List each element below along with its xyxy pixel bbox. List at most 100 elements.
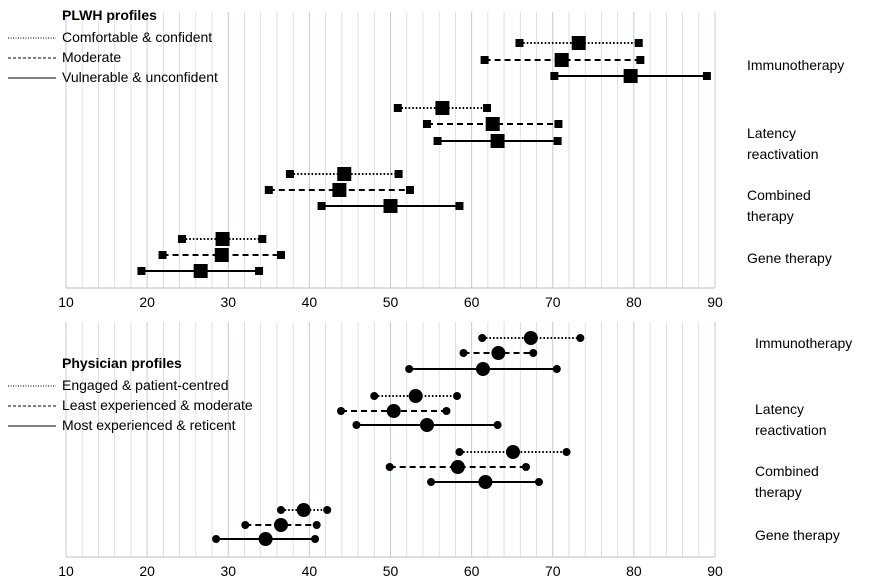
legend-label: Comfortable & confident <box>62 29 212 45</box>
category-label: Latency <box>747 125 796 141</box>
ci-endpoint-marker <box>636 56 645 64</box>
ci-endpoint-marker <box>405 365 414 373</box>
ci-endpoint-marker <box>562 448 571 456</box>
ci-endpoint-marker <box>158 251 167 259</box>
point-estimate-marker <box>273 518 288 532</box>
point-estimate-marker <box>296 503 311 517</box>
ci-endpoint-marker <box>423 120 432 128</box>
ci-endpoint-marker <box>634 39 643 47</box>
legend-label: Engaged & patient-centred <box>62 377 229 393</box>
ci-endpoint-marker <box>515 39 524 47</box>
point-estimate-marker <box>571 36 586 50</box>
x-tick-label: 10 <box>58 294 74 310</box>
ci-endpoint-marker <box>241 521 250 529</box>
ci-endpoint-marker <box>212 535 221 543</box>
point-estimate-marker <box>215 232 230 246</box>
ci-endpoint-marker <box>459 349 468 357</box>
ci-endpoint-marker <box>258 235 267 243</box>
ci-endpoint-marker <box>312 521 321 529</box>
ci-endpoint-marker <box>323 506 332 514</box>
ci-endpoint-marker <box>529 349 538 357</box>
ci-endpoint-marker <box>455 202 464 210</box>
ci-endpoint-marker <box>453 392 462 400</box>
legend-label: Moderate <box>62 49 121 65</box>
x-tick-label: 60 <box>464 563 480 578</box>
category-label: therapy <box>755 484 802 500</box>
x-tick-label: 70 <box>545 563 561 578</box>
ci-endpoint-marker <box>264 186 273 194</box>
point-estimate-marker <box>523 331 538 345</box>
x-tick-label: 90 <box>707 563 723 578</box>
ci-endpoint-marker <box>493 421 502 429</box>
ci-endpoint-marker <box>576 334 585 342</box>
ci-endpoint-marker <box>352 421 361 429</box>
x-tick-label: 80 <box>626 294 642 310</box>
ci-endpoint-marker <box>370 392 379 400</box>
legend-label: Least experienced & moderate <box>62 397 253 413</box>
x-tick-label: 80 <box>626 563 642 578</box>
category-label: Combined <box>747 187 811 203</box>
point-estimate-marker <box>485 117 500 131</box>
x-tick-label: 30 <box>220 294 236 310</box>
category-label: therapy <box>747 208 794 224</box>
point-estimate-marker <box>491 346 506 360</box>
ci-endpoint-marker <box>552 365 561 373</box>
point-estimate-marker <box>420 418 435 432</box>
x-tick-label: 30 <box>220 563 236 578</box>
ci-endpoint-marker <box>394 170 403 178</box>
ci-endpoint-marker <box>317 202 326 210</box>
ci-endpoint-marker <box>478 334 487 342</box>
category-label: Gene therapy <box>755 527 840 543</box>
legend-title: Physician profiles <box>62 355 182 371</box>
ci-endpoint-marker <box>483 104 492 112</box>
x-tick-label: 20 <box>139 563 155 578</box>
point-estimate-marker <box>478 475 493 489</box>
x-tick-label: 40 <box>302 294 318 310</box>
x-tick-label: 50 <box>383 294 399 310</box>
point-estimate-marker <box>450 460 465 474</box>
category-label: Immunotherapy <box>747 57 844 73</box>
legend-label: Vulnerable & unconfident <box>62 69 218 85</box>
ci-endpoint-marker <box>285 170 294 178</box>
point-estimate-marker <box>623 69 638 83</box>
ci-endpoint-marker <box>433 137 442 145</box>
category-label: reactivation <box>747 146 819 162</box>
point-estimate-marker <box>214 248 229 262</box>
ci-endpoint-marker <box>702 72 711 80</box>
point-estimate-marker <box>386 404 401 418</box>
point-estimate-marker <box>383 199 398 213</box>
ci-endpoint-marker <box>255 267 264 275</box>
x-tick-label: 20 <box>139 294 155 310</box>
category-label: Latency <box>755 401 804 417</box>
panel-physician: 10 20 30 40 50 60 70 80 90 Physician profiles Enga… <box>8 322 852 578</box>
point-estimate-marker <box>554 53 569 67</box>
point-estimate-marker <box>435 101 450 115</box>
ci-endpoint-marker <box>137 267 146 275</box>
category-label: Gene therapy <box>747 250 832 266</box>
ci-endpoint-marker <box>553 137 562 145</box>
ci-endpoint-marker <box>534 478 543 486</box>
ci-endpoint-marker <box>276 506 285 514</box>
point-estimate-marker <box>505 445 520 459</box>
ci-endpoint-marker <box>405 186 414 194</box>
point-estimate-marker <box>475 362 490 376</box>
ci-endpoint-marker <box>276 251 285 259</box>
x-tick-label: 40 <box>302 563 318 578</box>
ci-endpoint-marker <box>393 104 402 112</box>
ci-endpoint-marker <box>480 56 489 64</box>
ci-endpoint-marker <box>337 407 346 415</box>
x-tick-label: 10 <box>58 563 74 578</box>
x-tick-label: 60 <box>464 294 480 310</box>
point-estimate-marker <box>408 389 423 403</box>
category-label: reactivation <box>755 422 827 438</box>
point-estimate-marker <box>332 183 347 197</box>
ci-endpoint-marker <box>442 407 451 415</box>
ci-endpoint-marker <box>455 448 464 456</box>
ci-endpoint-marker <box>427 478 436 486</box>
x-tick-label: 90 <box>707 294 723 310</box>
x-tick-label: 70 <box>545 294 561 310</box>
point-estimate-marker <box>337 167 352 181</box>
point-estimate-marker <box>490 134 505 148</box>
ci-endpoint-marker <box>385 463 394 471</box>
